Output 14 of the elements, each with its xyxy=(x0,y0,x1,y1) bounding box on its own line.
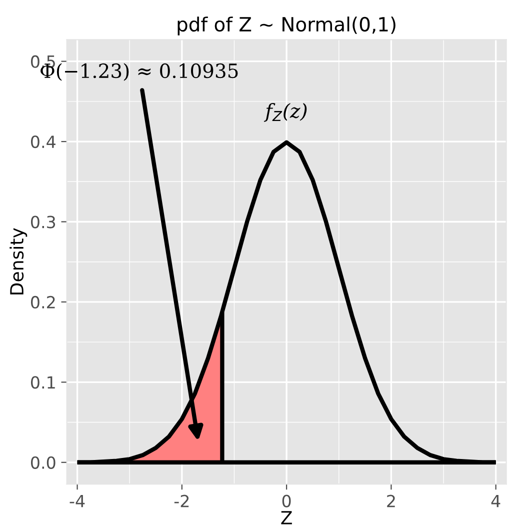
x-tick-label: -4 xyxy=(70,494,85,508)
y-tick-label: 0.3 xyxy=(30,216,56,228)
x-tick-label: 2 xyxy=(387,494,395,508)
x-tick-label: 0 xyxy=(282,494,291,508)
x-tick-label: 4 xyxy=(491,494,500,508)
y-tick-label: 0.4 xyxy=(30,136,56,148)
y-tick-label: 0.2 xyxy=(30,296,55,309)
annotation: f$_{Z}$(z) xyxy=(264,103,307,122)
y-axis-title: Density xyxy=(10,228,28,294)
chart-title: pdf of Z ~ Normal(0,1) xyxy=(178,16,396,36)
y-tick-label: 0.0 xyxy=(30,456,56,469)
x-axis-title: Z xyxy=(281,511,292,524)
y-tick-label: 0.1 xyxy=(30,376,55,389)
x-tick-label: -2 xyxy=(174,494,189,508)
